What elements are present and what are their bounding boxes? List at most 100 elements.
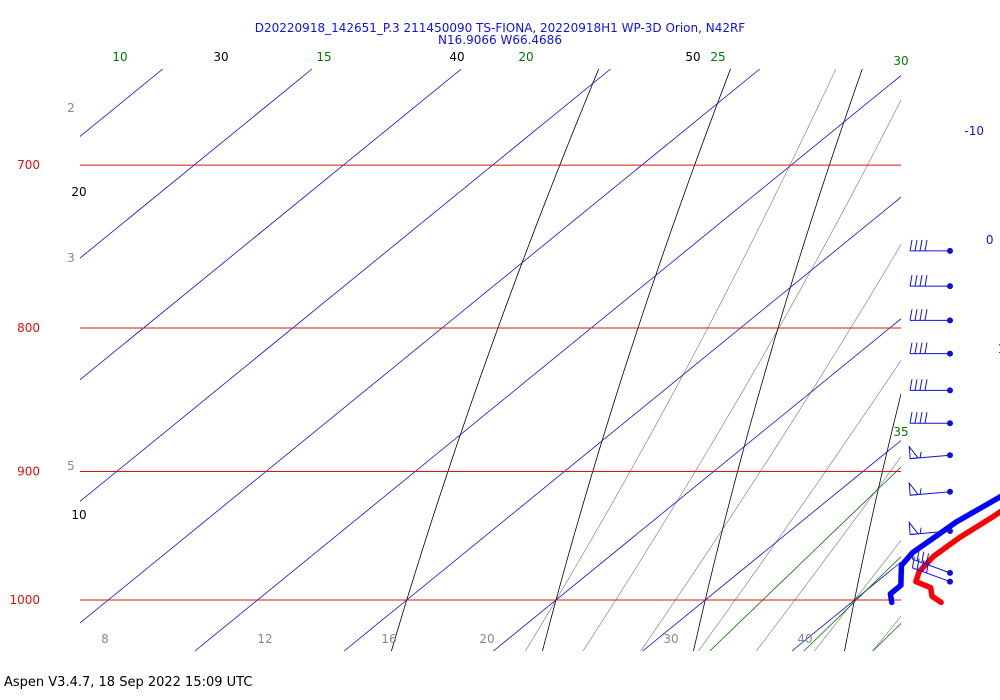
moist-adiabat-line	[814, 539, 901, 651]
wind-barb-shaft	[912, 567, 951, 583]
dry-adiabat-line	[693, 69, 863, 651]
dry-adiabat-line	[996, 69, 1000, 651]
isotherm-label: 0	[986, 233, 994, 247]
chart-labels: 6007008009001000-10010203030405020101015…	[9, 50, 1000, 646]
wind-barb	[908, 481, 953, 496]
wind-barb-flag	[914, 412, 918, 424]
wind-barb-half-flag	[919, 451, 922, 458]
moist-adiabat-line	[582, 99, 901, 651]
moist-adiabat-label: 40	[797, 632, 812, 646]
wind-barb-flag	[924, 275, 928, 287]
isotherm-line	[343, 196, 901, 651]
dry-adiabat-label: 10	[71, 508, 86, 522]
wind-barbs	[908, 239, 953, 585]
dry-adiabat-label: 20	[71, 185, 86, 199]
wind-barb-flag	[909, 342, 913, 354]
mixing-ratio-lines	[709, 69, 1000, 651]
dewpoint-profile	[887, 493, 1000, 606]
dry-adiabats	[391, 69, 1000, 651]
wind-barb-flag	[919, 379, 923, 391]
wind-barb-flag	[911, 556, 915, 568]
isotherm-line	[642, 439, 901, 651]
wind-barb-flag	[916, 549, 920, 561]
wind-barb-flag	[924, 309, 928, 321]
moist-adiabat-label: 5	[67, 459, 75, 473]
wind-barb-flag	[914, 342, 918, 354]
wind-barb-flag	[919, 309, 923, 321]
wind-barb-pennant	[908, 520, 920, 536]
wind-barb-flag	[919, 239, 923, 252]
dry-adiabat-label: 40	[449, 50, 464, 64]
wind-barb-flag	[924, 239, 928, 252]
moist-adiabat-line	[872, 615, 901, 651]
dry-adiabat-line	[542, 69, 731, 651]
wind-barb-pennant	[908, 445, 920, 460]
moist-adiabat-label: 20	[479, 632, 494, 646]
mixing-ratio-line	[872, 622, 901, 651]
isotherm-line	[80, 69, 462, 381]
moist-adiabat-line	[698, 359, 901, 651]
wind-barb-flag	[914, 239, 918, 252]
moist-adiabat-line	[525, 69, 837, 651]
mixing-ratio-label: 35	[893, 425, 908, 439]
wind-barb	[908, 445, 953, 460]
mixing-ratio-label: 20	[518, 50, 533, 64]
moist-adiabat-label: 12	[257, 632, 272, 646]
wind-barb-flag	[909, 309, 913, 321]
wind-barb-flag	[909, 275, 913, 287]
isotherm-line	[80, 69, 611, 502]
profiles	[887, 493, 1000, 606]
wind-barb-flag	[921, 551, 925, 563]
dry-adiabat-label: 50	[685, 50, 700, 64]
wind-barb-flag	[914, 275, 918, 287]
wind-barb	[909, 342, 953, 357]
wind-barb-flag	[926, 561, 929, 574]
chart-title: D20220918_142651_P.3 211450090 TS-FIONA,…	[0, 22, 1000, 46]
isotherm-label: 10	[998, 342, 1000, 356]
wind-barb-flag	[919, 412, 923, 424]
wind-barb-flag	[909, 412, 913, 424]
wind-barb-flag	[924, 412, 928, 424]
mixing-ratio-line	[928, 69, 1000, 651]
wind-barb-flag	[916, 558, 920, 570]
mixing-ratio-label: 15	[316, 50, 331, 64]
wind-barb-flag	[919, 342, 923, 354]
wind-barb	[911, 556, 953, 585]
mixing-ratio-label: 30	[893, 54, 908, 68]
wind-barb-flag	[911, 548, 915, 560]
moist-adiabat-line	[931, 69, 1000, 651]
moist-adiabat-label: 8	[101, 632, 109, 646]
pressure-tick-label: 700	[17, 158, 40, 172]
temperature-profile	[913, 508, 1000, 606]
wind-barb	[909, 379, 953, 394]
wind-barb-flag	[924, 342, 928, 354]
isobars	[80, 164, 901, 601]
wind-barb-half-flag	[919, 527, 922, 534]
wind-barb	[909, 412, 953, 427]
chart-title-line1: D20220918_142651_P.3 211450090 TS-FIONA,…	[254, 21, 746, 35]
footer-version: Aspen V3.4.7, 18 Sep 2022 15:09 UTC	[4, 675, 253, 690]
moist-adiabat-line	[990, 69, 1000, 651]
dry-adiabat-line	[391, 69, 600, 651]
wind-barb-flag	[909, 239, 913, 252]
isotherms	[80, 69, 1000, 651]
wind-barb-flag	[909, 379, 913, 391]
dry-adiabat-label: 30	[213, 50, 228, 64]
dry-adiabat-line	[844, 392, 901, 651]
isotherm-line	[791, 561, 901, 651]
moist-adiabat-label: 30	[663, 632, 678, 646]
isotherm-line	[80, 69, 761, 624]
isotherm-line	[941, 69, 1000, 651]
wind-barb-flag	[924, 379, 928, 391]
pressure-tick-label: 800	[17, 321, 40, 335]
wind-barb	[909, 239, 953, 254]
moist-adiabat-label: 2	[67, 101, 75, 115]
pressure-tick-label: 1000	[9, 593, 40, 607]
wind-barb	[909, 309, 953, 324]
mixing-ratio-label: 25	[710, 50, 725, 64]
wind-barb-flag	[914, 379, 918, 391]
mixing-ratio-line	[709, 466, 901, 651]
wind-barb-pennant	[908, 481, 920, 496]
wind-barb-half-flag	[919, 488, 922, 495]
